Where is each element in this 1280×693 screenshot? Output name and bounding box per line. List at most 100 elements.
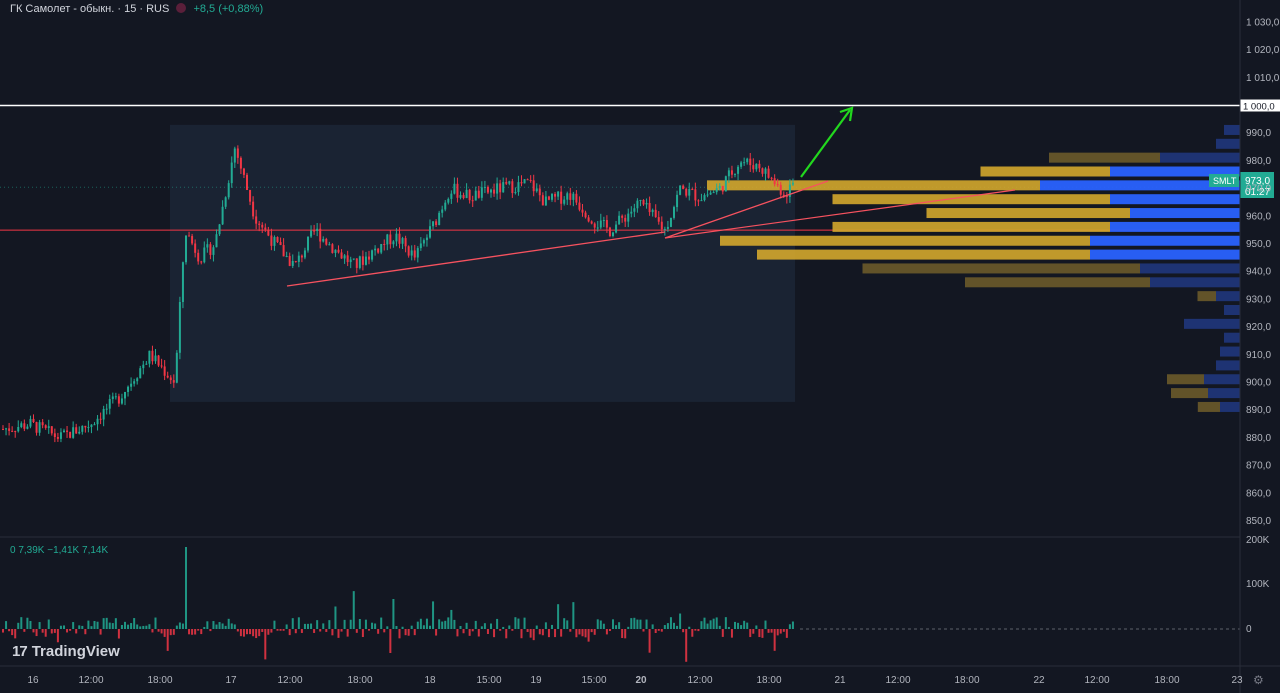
volume-bar	[127, 624, 130, 629]
volume-bar	[645, 619, 648, 629]
candle-body	[776, 184, 779, 186]
candle-body	[459, 195, 462, 198]
candle-body	[758, 163, 761, 169]
volume-bar	[538, 629, 541, 635]
volume-bar	[605, 629, 608, 635]
candle-body	[120, 398, 123, 404]
volume-bar	[215, 624, 218, 629]
volume-bar	[355, 629, 358, 633]
volume-bar	[352, 591, 355, 629]
volume-bar	[660, 629, 663, 632]
volume-bar	[255, 629, 258, 639]
candle-body	[755, 163, 758, 170]
candle-body	[456, 183, 459, 198]
candle-body	[252, 201, 255, 217]
volume-profile-down-bar	[1090, 235, 1240, 246]
volume-bar	[584, 629, 587, 638]
candle-body	[154, 355, 157, 362]
time-tick-label: 18	[424, 675, 436, 686]
candle-body	[181, 262, 184, 302]
volume-bar	[328, 620, 331, 629]
candle-body	[340, 252, 343, 259]
candle-body	[264, 227, 267, 230]
candle-body	[310, 230, 313, 237]
candle-body	[66, 430, 69, 432]
volume-bar	[627, 626, 630, 629]
time-tick-label: 18:00	[147, 675, 172, 686]
volume-bar	[612, 619, 614, 629]
volume-profile-up-bar	[720, 235, 1090, 246]
candle-body	[72, 427, 75, 438]
volume-bar	[587, 629, 590, 642]
candle-body	[212, 247, 215, 255]
volume-bar	[279, 629, 282, 631]
candle-body	[785, 196, 788, 198]
candle-body	[749, 158, 752, 166]
tradingview-logo[interactable]: 17 TradingView	[12, 643, 120, 660]
candle-body	[352, 258, 355, 260]
volume-bar	[648, 629, 651, 653]
candle-body	[563, 199, 566, 204]
candle-body	[502, 182, 505, 193]
price-tick-label: 910,0	[1246, 350, 1271, 361]
price-tick-label: 860,0	[1246, 488, 1271, 499]
volume-bar	[203, 626, 206, 629]
volume-bar	[499, 629, 502, 631]
volume-profile-up-bar	[980, 166, 1110, 177]
candle-body	[673, 207, 675, 218]
volume-bar	[419, 618, 422, 629]
symbol-header[interactable]: ГК Самолет - обыкн. · 15 · RUS +8,5 (+0,…	[10, 3, 263, 15]
volume-bar	[133, 618, 136, 629]
settings-gear-icon[interactable]: ⚙	[1253, 673, 1264, 687]
volume-profile-up-bar	[1049, 152, 1160, 163]
candle-body	[246, 174, 248, 191]
time-tick-label: 18:00	[756, 675, 781, 686]
volume-bar	[602, 623, 605, 629]
volume-bar	[221, 623, 224, 629]
candle-body	[203, 247, 206, 263]
price-tick-label: 1 020,0	[1246, 45, 1280, 56]
candle-body	[651, 209, 654, 213]
candle-body	[114, 396, 117, 398]
volume-bar	[630, 618, 633, 629]
candle-body	[117, 396, 120, 404]
volume-profile-up-bar	[832, 221, 1110, 232]
candle-body	[249, 190, 252, 202]
candle-body	[541, 195, 544, 206]
volume-bar	[38, 622, 41, 629]
candle-body	[303, 250, 306, 258]
volume-bar	[325, 629, 328, 632]
ticker-tag	[1209, 174, 1239, 187]
volume-bar	[459, 625, 462, 629]
volume-bar	[386, 626, 389, 629]
volume-bar	[737, 622, 740, 629]
volume-bar	[63, 625, 65, 629]
price-tick-label: 900,0	[1246, 378, 1271, 389]
volume-bar	[273, 620, 276, 629]
volume-profile-up-bar	[926, 208, 1130, 219]
candle-body	[788, 184, 791, 197]
candle-body	[233, 148, 236, 163]
volume-bar	[285, 624, 288, 629]
candle-body	[145, 363, 148, 365]
candle-body	[8, 428, 11, 431]
volume-bar	[197, 629, 200, 631]
price-change: +8,5 (+0,88%)	[193, 3, 264, 15]
candle-body	[142, 364, 145, 369]
volume-bar	[194, 629, 197, 635]
volume-bar	[319, 629, 322, 632]
volume-bar	[59, 625, 62, 629]
volume-bar	[624, 629, 627, 639]
candle-body	[41, 422, 44, 426]
time-tick-label: 12:00	[885, 675, 910, 686]
candle-body	[23, 423, 26, 429]
candle-body	[239, 157, 242, 169]
volume-bar	[322, 623, 325, 629]
volume-bar	[425, 618, 428, 629]
price-tick-label: 980,0	[1246, 156, 1271, 167]
candle-body	[355, 258, 358, 268]
symbol-title[interactable]: ГК Самолет - обыкн. · 15 · RUS	[10, 3, 170, 15]
candle-body	[5, 428, 8, 430]
volume-bar	[331, 629, 334, 636]
